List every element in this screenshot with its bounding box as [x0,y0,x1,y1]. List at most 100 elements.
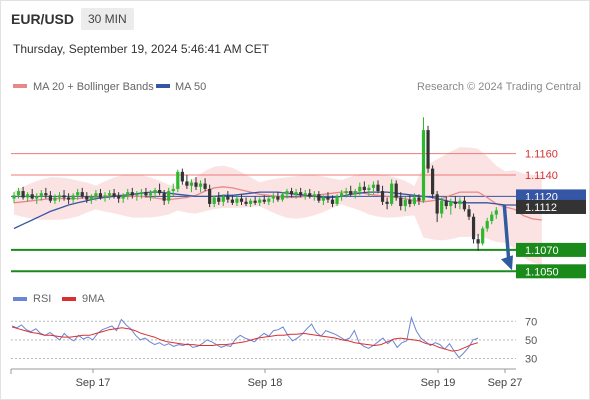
candle-body [412,197,416,204]
candle-body [262,199,266,202]
timeframe-button[interactable]: 30 MIN [81,8,134,30]
x-tick-label: Sep 18 [248,377,283,389]
forecast-arrow-head [501,255,513,271]
level-tag-1.1050 [516,264,586,279]
candle [258,197,262,207]
candle-body [12,195,16,199]
candle-body [167,191,171,201]
candle [471,213,476,244]
candle [317,191,321,203]
candle-body [217,197,221,202]
candle [85,192,89,203]
candle-body [267,198,271,202]
candle-body [371,184,376,188]
candle-body [408,199,412,204]
candle-body [139,192,143,195]
candle [431,165,435,199]
candle [162,190,166,205]
candle [344,187,348,198]
level-tag-1.1112 [516,199,586,214]
candle-body [144,192,148,196]
candle-body [467,209,471,217]
x-tick-label: Sep 27 [488,377,523,389]
candle [167,187,171,204]
candle-body [76,192,80,196]
candle [294,188,298,199]
candle-body [289,191,294,195]
candle-body [285,191,289,195]
candle-body [312,194,316,197]
candle [244,197,248,207]
chart-header: EUR/USD 30 MIN [1,1,589,37]
candle-body [203,183,207,189]
level-label-1.1112: 1.1112 [525,202,557,214]
candle [421,117,426,203]
candle [380,185,385,205]
candle [112,188,116,199]
candle-body [444,200,448,207]
candle [171,183,175,197]
candle [426,125,430,173]
candle [412,193,416,207]
candle [435,191,439,223]
ma20-legend-swatch [13,84,27,88]
x-axis: Sep 17 Sep 18 Sep 19 Sep 27 [10,368,523,389]
candle-body [349,191,353,195]
candle-body [280,194,285,200]
candle-body [403,199,407,207]
level-tag-1.1120 [516,189,586,204]
ma50-legend-label: MA 50 [175,81,206,93]
candle-body [153,190,157,194]
candle [208,184,212,208]
level-label-1.1050: 1.1050 [525,266,559,278]
candle [21,186,25,200]
candle-body [476,239,480,244]
candle [326,192,330,203]
candle [30,188,34,200]
bollinger-band [14,147,542,265]
level-label-1.1160: 1.1160 [525,149,558,161]
candle [353,188,357,199]
candle-body [421,130,426,201]
candle [144,187,148,198]
candle [394,180,398,201]
candle [226,191,230,203]
candle-body [85,196,89,200]
candle-body [276,196,280,200]
candle-body [485,221,489,229]
candle-body [44,193,48,196]
candle [462,196,467,212]
candle [153,187,157,198]
candle-body [344,191,348,194]
candle-body [208,188,212,204]
candle [476,233,480,251]
candle [107,190,112,200]
candle-body [258,199,262,203]
candle [303,190,307,200]
candle [194,177,198,190]
candle [117,192,121,203]
candle [440,197,444,218]
candle-body [130,192,134,196]
candle-body [53,197,57,201]
candle [103,192,107,202]
candle [212,195,216,208]
candle [180,168,184,185]
candle-body [39,193,43,197]
candle-body [299,192,303,196]
candle-body [235,198,239,203]
candle-body [107,193,112,196]
candle [276,192,280,202]
candle-body [121,195,125,199]
bollinger-band-area [14,147,542,265]
credit-label: Research © 2024 Trading Central [417,81,581,93]
candle-body [317,194,321,201]
candle-body [481,228,485,244]
candle [349,185,353,197]
candle-body [431,168,435,195]
forecast-arrow-shaft [502,204,511,264]
candle-body [57,195,62,198]
candle-body [71,195,75,200]
candle [139,188,143,199]
candle [403,196,407,212]
